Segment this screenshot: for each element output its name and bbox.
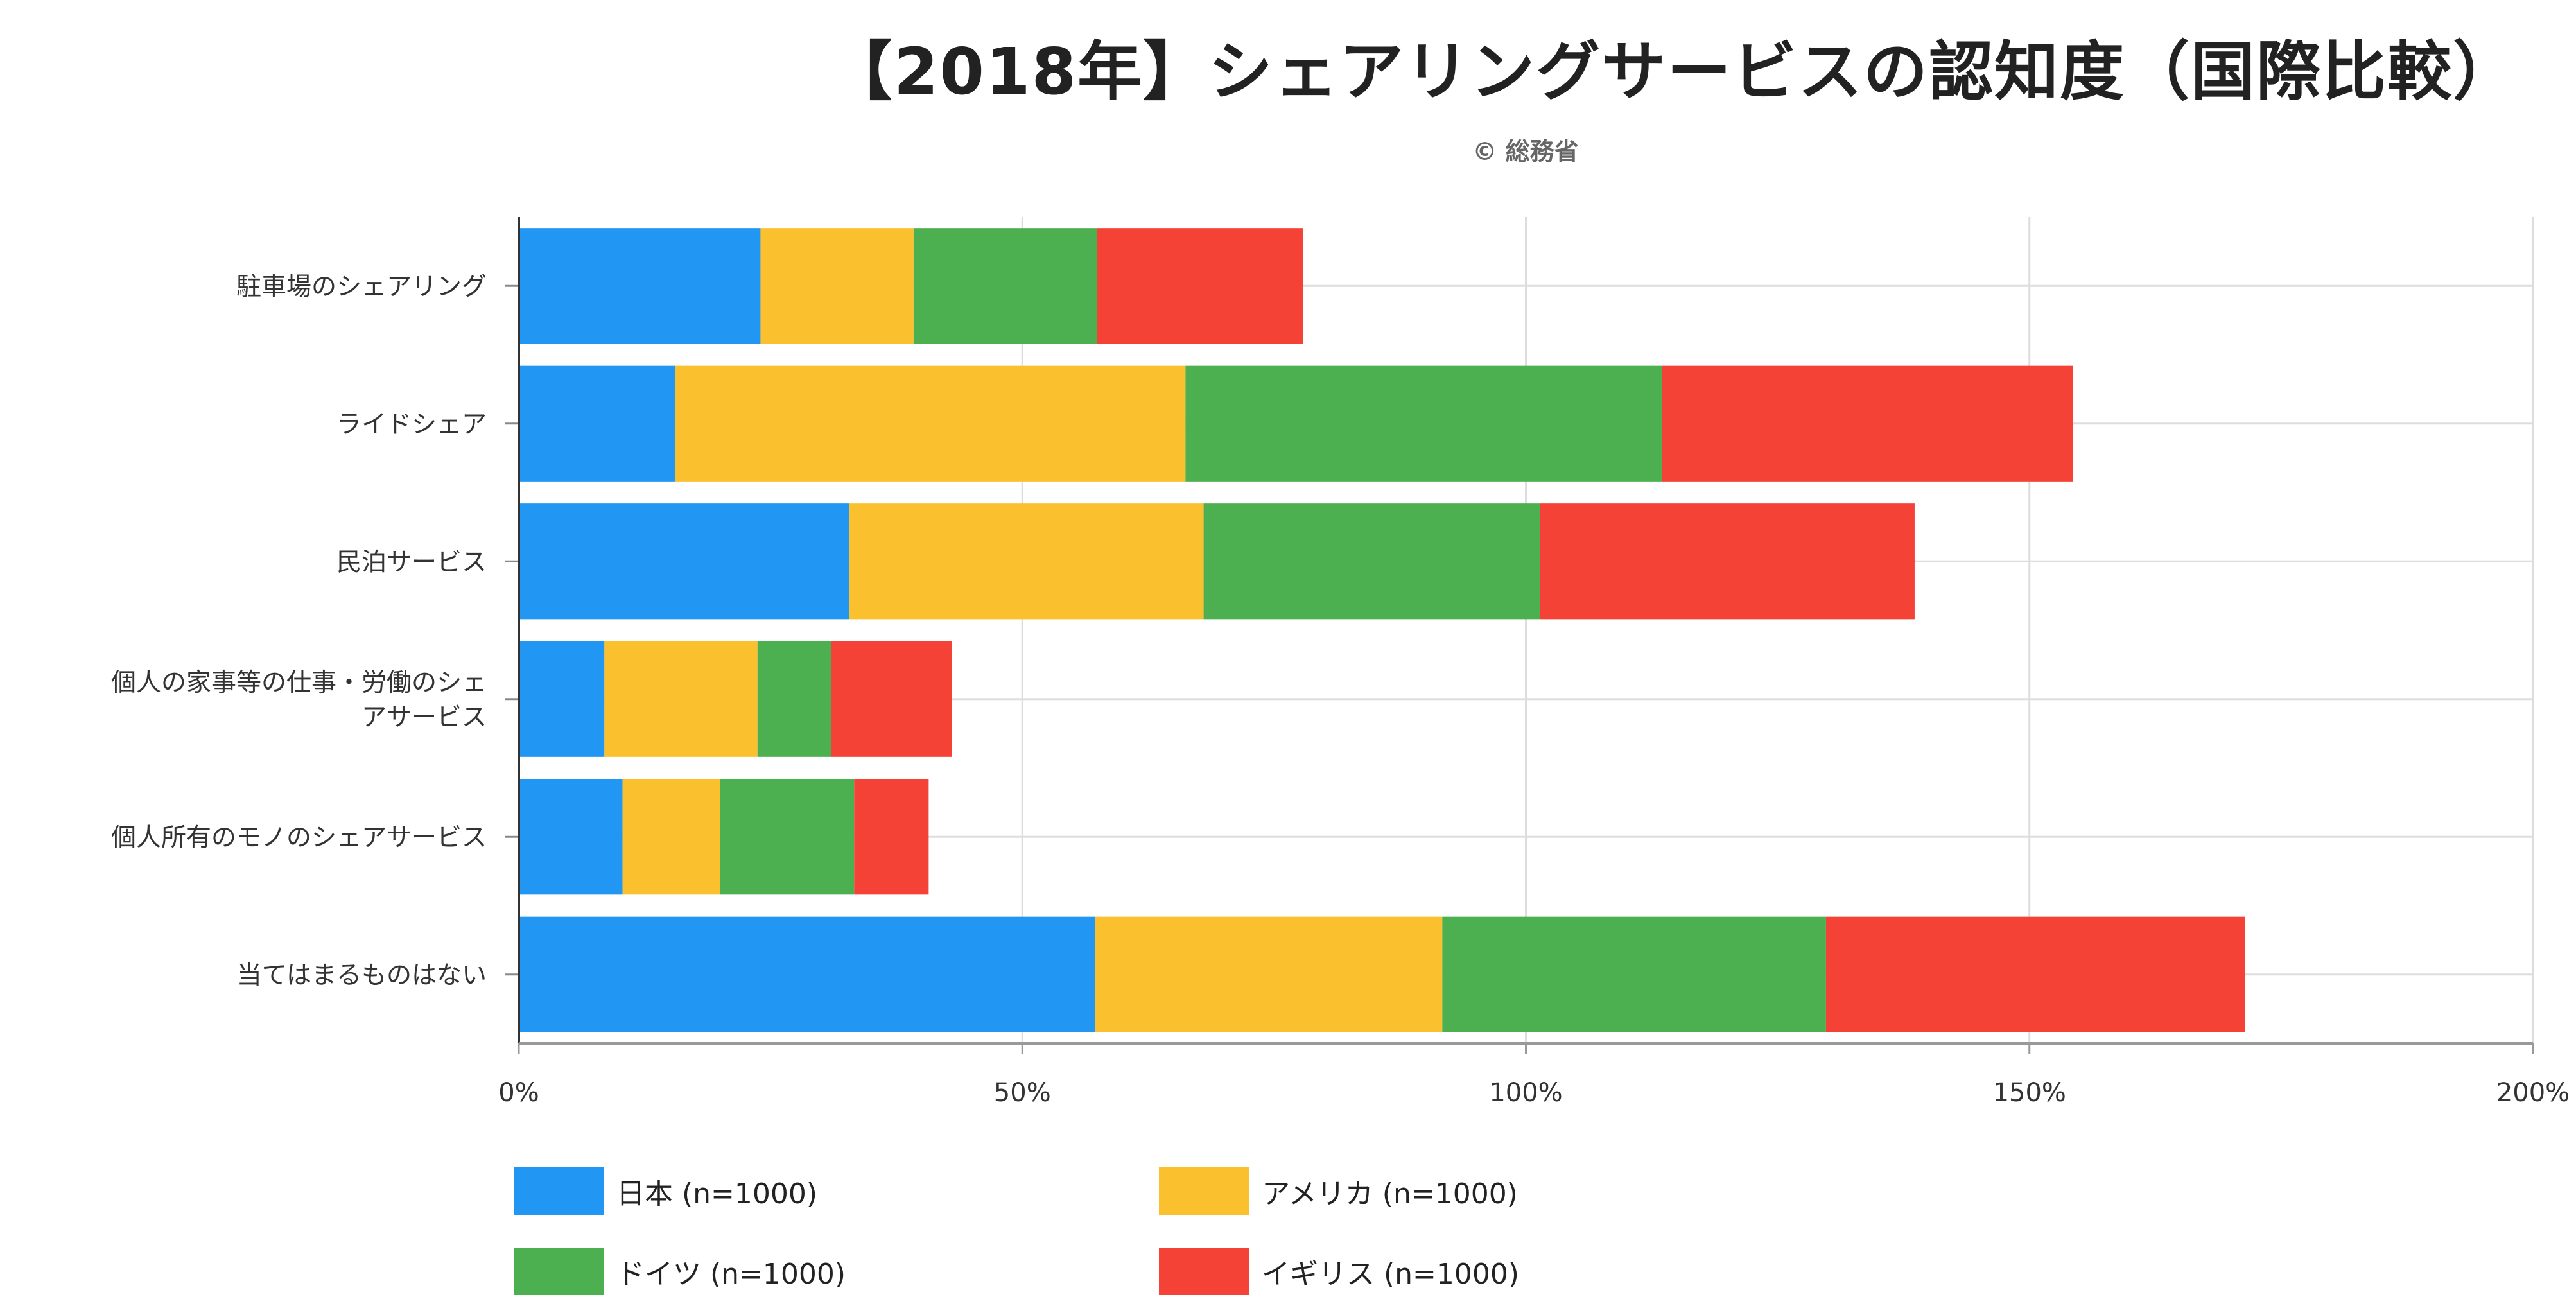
bar-segment bbox=[1185, 365, 1662, 482]
bar-segment bbox=[757, 641, 831, 757]
bar-segment bbox=[519, 228, 761, 344]
legend-item[interactable]: アメリカ (n=1000) bbox=[1159, 1165, 1518, 1217]
bar-segment bbox=[622, 779, 720, 895]
bar-segment bbox=[1825, 916, 2245, 1032]
category-label: 個人所有のモノのシェアサービス bbox=[111, 823, 487, 852]
source-text: © 総務省 bbox=[1472, 137, 1579, 166]
bar-segment bbox=[1540, 503, 1915, 620]
category-label: 個人の家事等の仕事・労働のシェ bbox=[111, 668, 487, 697]
bar-segment bbox=[519, 916, 1095, 1032]
source-note: © 総務省 bbox=[0, 132, 2576, 167]
x-tick-label: 150% bbox=[1993, 1078, 2066, 1108]
legend-label: ドイツ (n=1000) bbox=[616, 1258, 846, 1291]
legend-swatch bbox=[514, 1167, 604, 1215]
legend-swatch bbox=[514, 1248, 604, 1295]
x-tick-label: 100% bbox=[1489, 1078, 1562, 1108]
x-tick-label: 0% bbox=[498, 1078, 539, 1108]
bar-segment bbox=[720, 779, 855, 895]
bar-segment bbox=[854, 779, 929, 895]
legend-swatch bbox=[1159, 1248, 1249, 1295]
bar-segment bbox=[831, 641, 952, 757]
category-label: ライドシェア bbox=[336, 410, 487, 439]
legend-label: 日本 (n=1000) bbox=[616, 1178, 818, 1210]
bar-segment bbox=[913, 228, 1097, 344]
legend-label: イギリス (n=1000) bbox=[1262, 1258, 1520, 1291]
bar-segment bbox=[1203, 503, 1540, 620]
bar-segment bbox=[519, 779, 623, 895]
bar-segment bbox=[760, 228, 914, 344]
bar-segment bbox=[675, 365, 1186, 482]
legend-item[interactable]: イギリス (n=1000) bbox=[1159, 1246, 1519, 1297]
bar-segment bbox=[849, 503, 1204, 620]
bar-segment bbox=[519, 365, 675, 482]
bar-segment bbox=[519, 503, 849, 620]
bar-segment bbox=[604, 641, 758, 757]
chart-title: 【2018年】シェアリングサービスの認知度（国際比較） bbox=[0, 19, 2576, 112]
legend-item[interactable]: ドイツ (n=1000) bbox=[514, 1246, 846, 1297]
category-label: 当てはまるものはない bbox=[237, 961, 487, 990]
bar-segment bbox=[1662, 365, 2073, 482]
x-tick-label: 200% bbox=[2496, 1078, 2570, 1108]
bar-segment bbox=[1097, 228, 1303, 344]
category-label: 民泊サービス bbox=[336, 548, 487, 577]
bar-segment bbox=[1095, 916, 1443, 1032]
legend-swatch bbox=[1159, 1167, 1249, 1215]
chart-title-text: 【2018年】シェアリングサービスの認知度（国際比較） bbox=[828, 34, 2519, 109]
bar-segment bbox=[519, 641, 605, 757]
category-label: アサービス bbox=[361, 703, 487, 732]
x-tick-label: 50% bbox=[994, 1078, 1051, 1108]
legend-item[interactable]: 日本 (n=1000) bbox=[514, 1165, 817, 1217]
legend-label: アメリカ (n=1000) bbox=[1262, 1178, 1518, 1210]
category-label: 駐車場のシェアリング bbox=[236, 272, 487, 301]
bar-segment bbox=[1442, 916, 1826, 1032]
